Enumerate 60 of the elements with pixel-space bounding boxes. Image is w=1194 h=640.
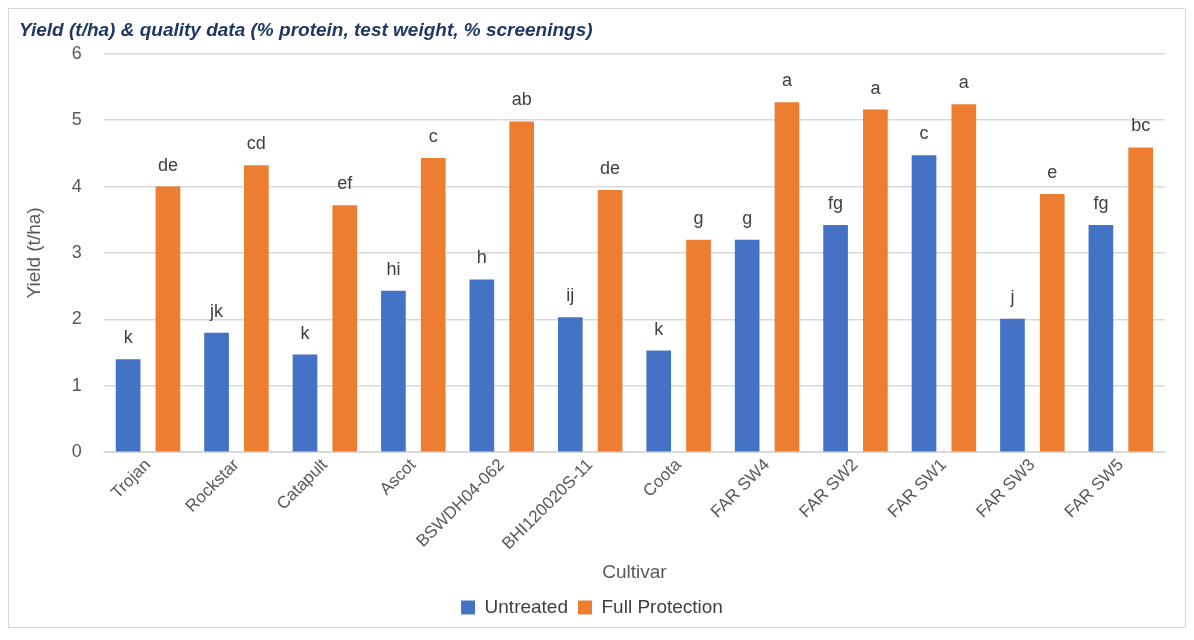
bar bbox=[420, 158, 446, 452]
legend-label: Full Protection bbox=[601, 595, 723, 617]
data-label: k bbox=[654, 318, 665, 339]
bar bbox=[381, 290, 406, 452]
data-label: a bbox=[781, 70, 793, 91]
y-tick-label: 6 bbox=[71, 42, 82, 63]
bar bbox=[1128, 147, 1154, 452]
bar bbox=[734, 239, 760, 452]
data-label: cd bbox=[246, 133, 266, 154]
chart-title: Yield (t/ha) & quality data (% protein, test weight, % screenings) bbox=[19, 18, 593, 40]
bar bbox=[951, 104, 977, 452]
data-label: fg bbox=[1093, 193, 1109, 214]
bar bbox=[1039, 193, 1065, 452]
bar bbox=[1000, 318, 1025, 452]
bar bbox=[1088, 225, 1114, 452]
y-tick-label: 4 bbox=[71, 175, 82, 196]
y-axis-title: Yield (t/ha) bbox=[22, 207, 44, 299]
data-label: j bbox=[1009, 286, 1015, 307]
bar bbox=[469, 279, 495, 452]
bar bbox=[686, 239, 711, 452]
data-label: bc bbox=[1131, 115, 1151, 136]
data-label: a bbox=[870, 77, 882, 98]
bar bbox=[911, 155, 937, 452]
y-tick-label: 1 bbox=[71, 374, 82, 395]
legend-label: Untreated bbox=[484, 595, 569, 617]
data-label: h bbox=[476, 247, 487, 268]
data-label: ef bbox=[337, 173, 354, 194]
bar bbox=[774, 102, 800, 452]
y-tick-label: 5 bbox=[71, 109, 82, 130]
y-tick-label: 3 bbox=[71, 241, 82, 262]
bar bbox=[292, 354, 318, 452]
data-label: e bbox=[1047, 161, 1058, 182]
data-label: hi bbox=[386, 258, 401, 279]
bar bbox=[557, 317, 583, 452]
data-label: ab bbox=[511, 89, 532, 110]
data-label: a bbox=[958, 72, 970, 93]
data-label: ij bbox=[566, 285, 575, 306]
bar bbox=[646, 350, 672, 452]
data-label: de bbox=[600, 157, 621, 178]
data-label: g bbox=[742, 207, 753, 228]
bar bbox=[115, 359, 141, 452]
bar bbox=[204, 332, 229, 452]
data-label: g bbox=[693, 207, 704, 228]
data-label: jk bbox=[209, 300, 225, 321]
x-axis-title: Cultivar bbox=[602, 560, 668, 582]
bar bbox=[155, 186, 181, 452]
bar bbox=[597, 189, 623, 452]
data-label: c bbox=[919, 123, 929, 144]
bar bbox=[509, 121, 534, 452]
data-label: de bbox=[157, 154, 178, 175]
y-tick-label: 2 bbox=[71, 308, 82, 329]
data-label: c bbox=[428, 126, 438, 146]
y-tick-label: 0 bbox=[71, 441, 82, 462]
bar bbox=[332, 205, 358, 452]
bar bbox=[244, 165, 269, 452]
bar bbox=[863, 109, 888, 452]
data-label: fg bbox=[828, 193, 844, 214]
data-label: k bbox=[300, 322, 311, 343]
bar bbox=[823, 225, 848, 452]
data-label: k bbox=[123, 327, 134, 348]
